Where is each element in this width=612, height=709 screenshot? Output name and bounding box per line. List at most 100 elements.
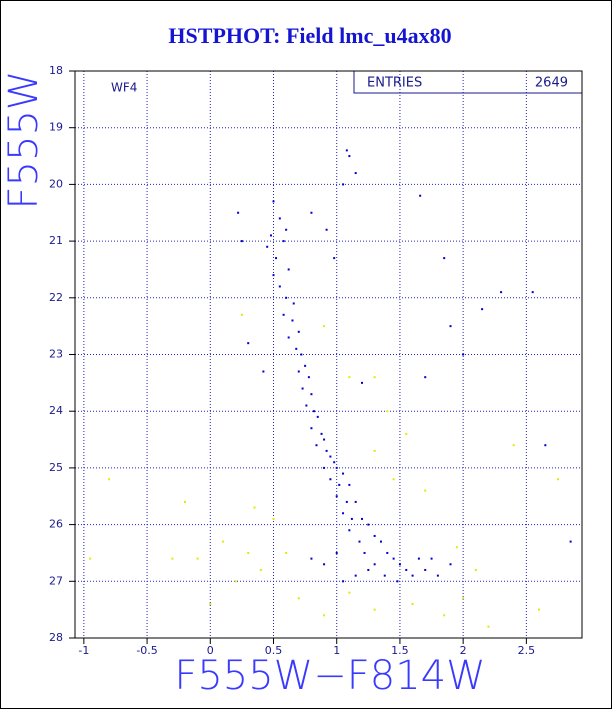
point — [569, 540, 572, 543]
point — [361, 517, 364, 520]
point — [424, 568, 427, 571]
point — [287, 336, 290, 339]
point — [373, 534, 376, 537]
point — [269, 234, 272, 237]
point — [383, 574, 386, 577]
point — [89, 557, 92, 560]
point — [325, 449, 328, 452]
point — [405, 432, 408, 435]
point — [275, 257, 278, 260]
point — [307, 376, 310, 379]
point — [335, 551, 338, 554]
point — [405, 568, 408, 571]
point — [323, 614, 326, 617]
point — [386, 551, 389, 554]
y-tick-label: 26 — [49, 518, 63, 531]
point — [335, 495, 338, 498]
point — [398, 563, 401, 566]
point — [531, 291, 534, 294]
x-tick-label: -1 — [78, 644, 89, 657]
point — [272, 200, 275, 203]
x-tick-label: 0 — [207, 644, 214, 657]
point — [449, 325, 452, 328]
point — [373, 563, 376, 566]
point — [556, 478, 559, 481]
point — [487, 625, 490, 628]
point — [310, 393, 313, 396]
point — [411, 602, 414, 605]
point — [373, 376, 376, 379]
point — [373, 608, 376, 611]
point — [354, 500, 357, 503]
point — [316, 415, 319, 418]
point — [538, 608, 541, 611]
point — [367, 523, 370, 526]
point — [424, 489, 427, 492]
point — [292, 302, 295, 305]
point — [312, 410, 315, 413]
y-tick-label: 20 — [49, 177, 63, 190]
point — [386, 410, 389, 413]
point — [358, 540, 361, 543]
point — [278, 285, 281, 288]
point — [315, 444, 318, 447]
point — [342, 580, 345, 583]
y-tick-label: 21 — [49, 234, 63, 247]
point — [392, 478, 395, 481]
point — [329, 478, 332, 481]
point — [333, 257, 336, 260]
x-tick-label: 0.5 — [265, 644, 283, 657]
y-tick-label: 23 — [49, 348, 63, 361]
point — [325, 228, 328, 231]
point — [310, 427, 313, 430]
point — [282, 313, 285, 316]
point — [240, 240, 243, 243]
x-tick-label: -0.5 — [136, 644, 157, 657]
x-tick-label: 1 — [333, 644, 340, 657]
y-tick-label: 22 — [49, 291, 63, 304]
point — [297, 330, 300, 333]
point — [183, 500, 186, 503]
point — [300, 353, 303, 356]
point — [108, 478, 111, 481]
point — [253, 506, 256, 509]
point — [373, 449, 376, 452]
point — [304, 364, 307, 367]
point — [266, 245, 269, 248]
point — [310, 211, 313, 214]
point — [291, 319, 294, 322]
point — [481, 308, 484, 311]
point — [285, 551, 288, 554]
point — [345, 500, 348, 503]
point — [272, 274, 275, 277]
point — [301, 387, 304, 390]
point — [329, 455, 332, 458]
point — [345, 149, 348, 152]
point — [305, 404, 308, 407]
stats-value: 2649 — [535, 76, 568, 91]
point — [462, 353, 465, 356]
point — [363, 551, 366, 554]
point — [424, 376, 427, 379]
point — [323, 325, 326, 328]
stats-label: ENTRIES — [367, 76, 422, 91]
point — [320, 432, 323, 435]
point — [354, 172, 357, 175]
point — [272, 517, 275, 520]
plot-frame — [74, 70, 583, 639]
point — [512, 444, 515, 447]
point — [297, 597, 300, 600]
point — [436, 574, 439, 577]
x-tick-label: 2.5 — [518, 644, 536, 657]
point — [237, 211, 240, 214]
point — [247, 342, 250, 345]
point — [348, 483, 351, 486]
point — [234, 580, 237, 583]
point — [338, 483, 341, 486]
point — [285, 296, 288, 299]
point — [259, 568, 262, 571]
point — [333, 461, 336, 464]
point — [449, 563, 452, 566]
x-tick-label: 1.5 — [391, 644, 409, 657]
point — [262, 370, 265, 373]
